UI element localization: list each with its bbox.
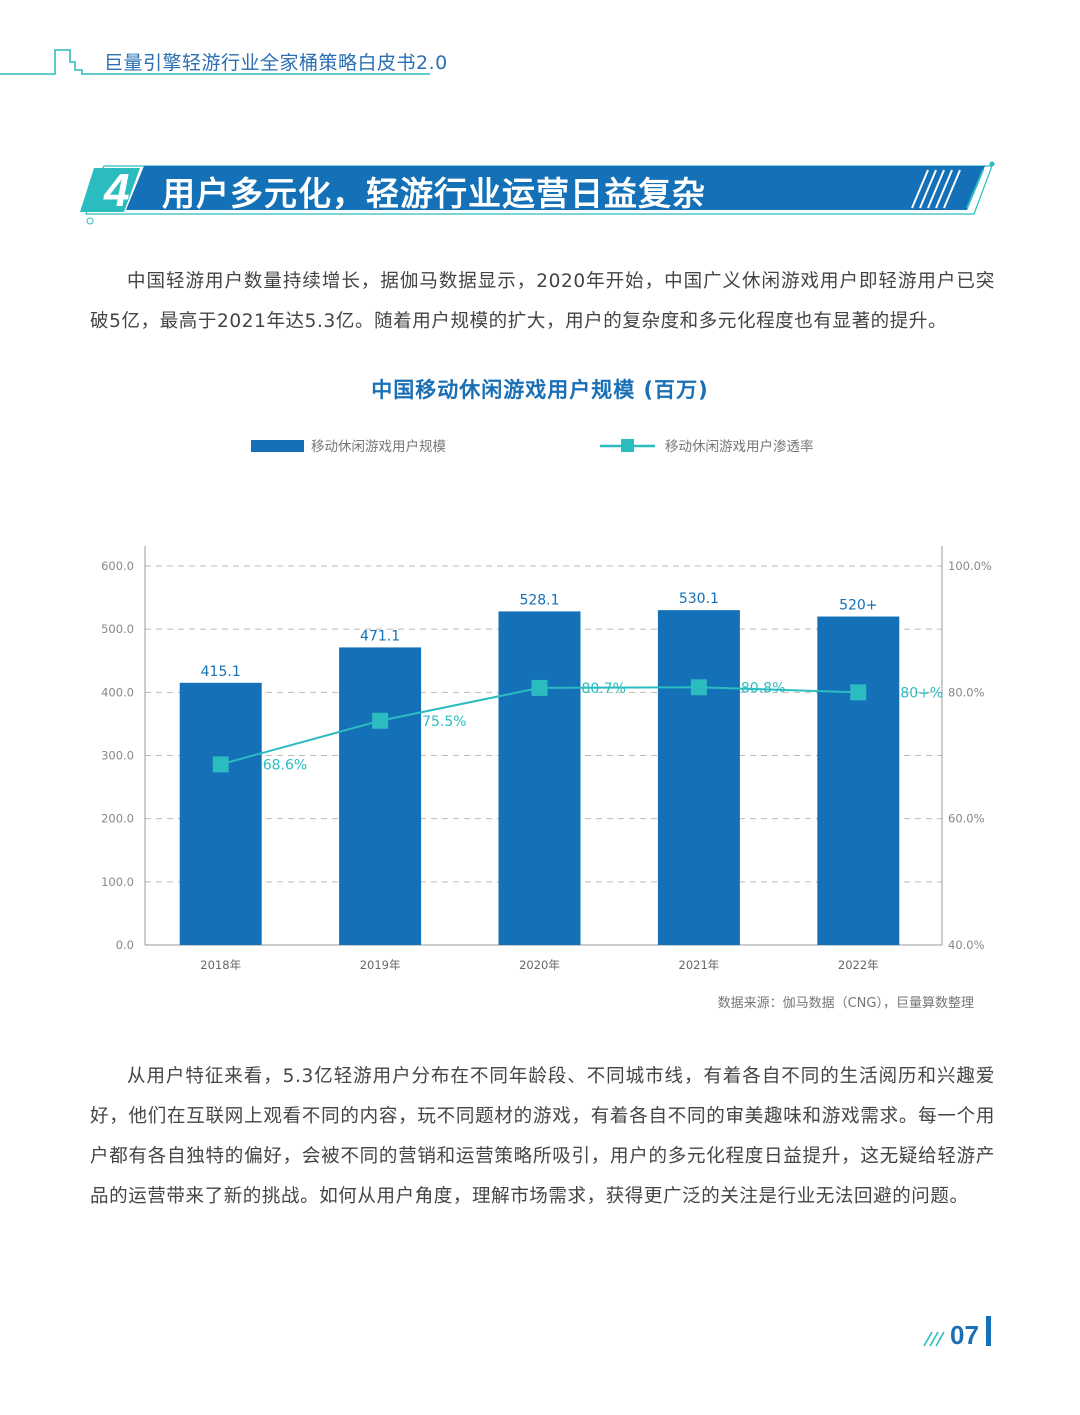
section-number: 4 [103,164,130,216]
bar-value-label: 471.1 [360,628,400,644]
x-tick-label: 2019年 [360,958,401,972]
legend-bar-label: 移动休闲游戏用户规模 [311,438,446,455]
running-header [0,40,440,80]
penetration-value-label: 80+% [900,685,943,701]
legend-line-label: 移动休闲游戏用户渗透率 [665,438,814,455]
y-left-tick-label: 200.0 [101,812,134,826]
intro-paragraph: 中国轻游用户数量持续增长，据伽马数据显示，2020年开始，中国广义休闲游戏用户即… [90,271,995,332]
section-title: 用户多元化，轻游行业运营日益复杂 [162,174,706,213]
penetration-value-label: 68.6% [263,757,307,773]
penetration-marker [372,712,389,729]
penetration-marker [690,679,707,696]
chart-source-note: 数据来源：伽马数据（CNG），巨量算数整理 [717,996,974,1011]
penetration-value-label: 80.7% [582,681,626,697]
y-left-tick-label: 100.0 [101,875,134,889]
legend-bar-swatch [251,440,304,452]
page-footer: 07 [914,1316,1004,1356]
bar-value-label: 530.1 [679,591,719,607]
chart-title: 中国移动休闲游戏用户规模 (百万) [371,378,709,402]
y-right-tick-label: 60.0% [948,812,985,826]
y-left-tick-label: 500.0 [101,622,134,636]
x-tick-label: 2021年 [679,958,720,972]
y-left-tick-label: 400.0 [101,685,134,699]
bar [817,616,900,945]
x-tick-label: 2022年 [838,958,879,972]
section-banner-graphic: 4 [80,161,995,225]
header-skyline-decoration [0,49,430,75]
user-scale-chart: 移动休闲游戏用户规模 移动休闲游戏用户渗透率 0.0 100.0 200.0 300.0 4… [101,438,992,972]
y-right-tick-label: 40.0% [948,938,985,952]
penetration-value-label: 75.5% [422,714,466,730]
bar [179,682,262,945]
penetration-value-label: 80.8% [741,680,785,696]
page-number: 07 [950,1320,979,1350]
page-slash-decoration [923,1316,991,1347]
legend-line-marker [621,439,634,452]
penetration-marker [212,756,229,773]
penetration-marker [531,679,548,696]
header-title: 巨量引擎轻游行业全家桶策略白皮书2.0 [104,52,448,74]
y-right-tick-label: 80.0% [948,685,985,699]
y-left-tick-label: 0.0 [116,938,134,952]
x-tick-label: 2018年 [200,958,241,972]
y-left-tick-label: 600.0 [101,559,134,573]
bar-value-label: 520+ [839,598,877,614]
bar-value-label: 415.1 [201,664,241,680]
analysis-paragraph: 从用户特征来看，5.3亿轻游用户分布在不同年龄段、不同城市线，有着各自不同的生活… [90,1066,995,1207]
bar-value-label: 528.1 [519,592,559,608]
bar [657,610,740,945]
penetration-marker [850,684,867,701]
y-left-tick-label: 300.0 [101,749,134,763]
y-right-tick-label: 100.0% [948,559,992,573]
bar [339,647,422,945]
bar [498,611,581,945]
section-banner: 4 用户多元化，轻游行业运营日益复杂 [80,158,1000,228]
x-tick-label: 2020年 [519,958,560,972]
